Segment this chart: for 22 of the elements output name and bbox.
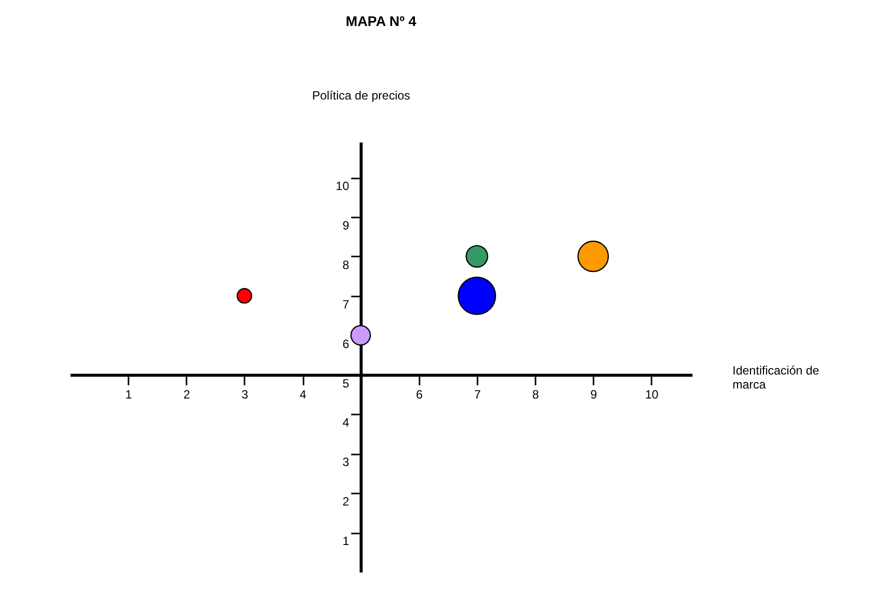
y-tick-label: 9 bbox=[342, 218, 350, 232]
y-tick-label: 8 bbox=[342, 258, 350, 272]
y-tick-label: 5 bbox=[342, 376, 350, 390]
y-tick-label: 4 bbox=[342, 416, 350, 430]
x-axis-title: Identificación de marca bbox=[732, 363, 820, 392]
y-tick-label: 3 bbox=[342, 455, 350, 470]
x-tick-label: 10 bbox=[645, 387, 659, 402]
y-tick-label: 7 bbox=[342, 297, 350, 312]
y-axis-title: Política de precios bbox=[312, 88, 410, 102]
x-tick-label: 9 bbox=[590, 387, 598, 402]
y-tick-label: 6 bbox=[342, 336, 350, 351]
x-tick-label: 2 bbox=[183, 387, 190, 402]
chart-title: MAPA Nº 4 bbox=[346, 13, 416, 29]
x-tick-label: 6 bbox=[416, 387, 423, 402]
y-tick-label: 2 bbox=[342, 494, 350, 509]
x-tick-label: 7 bbox=[474, 387, 482, 402]
x-tick-label: 3 bbox=[242, 387, 249, 402]
x-tick-label: 1 bbox=[125, 387, 132, 402]
y-tick-label: 1 bbox=[342, 534, 350, 548]
x-tick-label: 8 bbox=[532, 387, 540, 402]
y-tick-label: 10 bbox=[336, 179, 350, 194]
x-tick-label: 4 bbox=[300, 387, 307, 402]
